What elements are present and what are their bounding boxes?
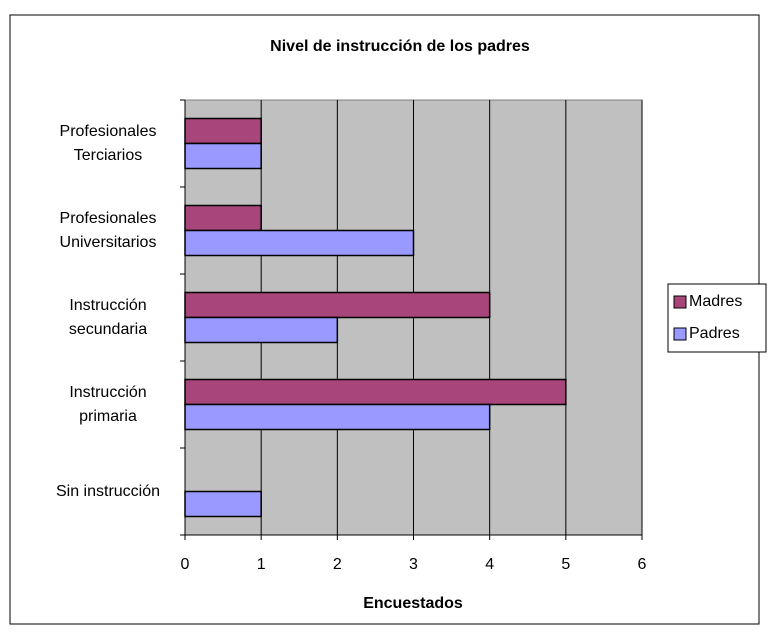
- bar: [184, 204, 262, 232]
- bar: [184, 490, 262, 518]
- x-tick-label: 3: [409, 556, 418, 573]
- x-tick-label: 0: [181, 556, 190, 573]
- x-tick-label: 6: [638, 556, 647, 573]
- chart-title: Nivel de instrucción de los padres: [270, 38, 530, 55]
- x-axis-label: Encuestados: [363, 595, 463, 612]
- bar: [184, 291, 491, 319]
- bar: [184, 403, 491, 431]
- legend-label: Padres: [689, 325, 740, 342]
- bar: [184, 117, 262, 145]
- bar: [184, 316, 339, 344]
- x-tick-label: 4: [485, 556, 494, 573]
- y-tick-label: Profesionales Terciarios: [59, 122, 157, 164]
- x-tick-label: 1: [257, 556, 266, 573]
- bar: [184, 378, 567, 406]
- y-tick-label: Profesionales Universitarios: [59, 209, 157, 251]
- bar: [184, 229, 415, 257]
- y-tick-label: Instrucción primaria: [69, 383, 147, 425]
- legend-swatch: [673, 295, 687, 309]
- y-tick-label: Instrucción secundaria: [68, 296, 148, 338]
- legend-swatch: [673, 327, 687, 341]
- x-tick-label: 5: [561, 556, 570, 573]
- x-tick-label: 2: [333, 556, 342, 573]
- y-tick-label: Sin instrucción: [55, 482, 161, 500]
- legend-box: [667, 283, 767, 353]
- legend-label: Madres: [689, 293, 742, 310]
- bar: [184, 142, 262, 170]
